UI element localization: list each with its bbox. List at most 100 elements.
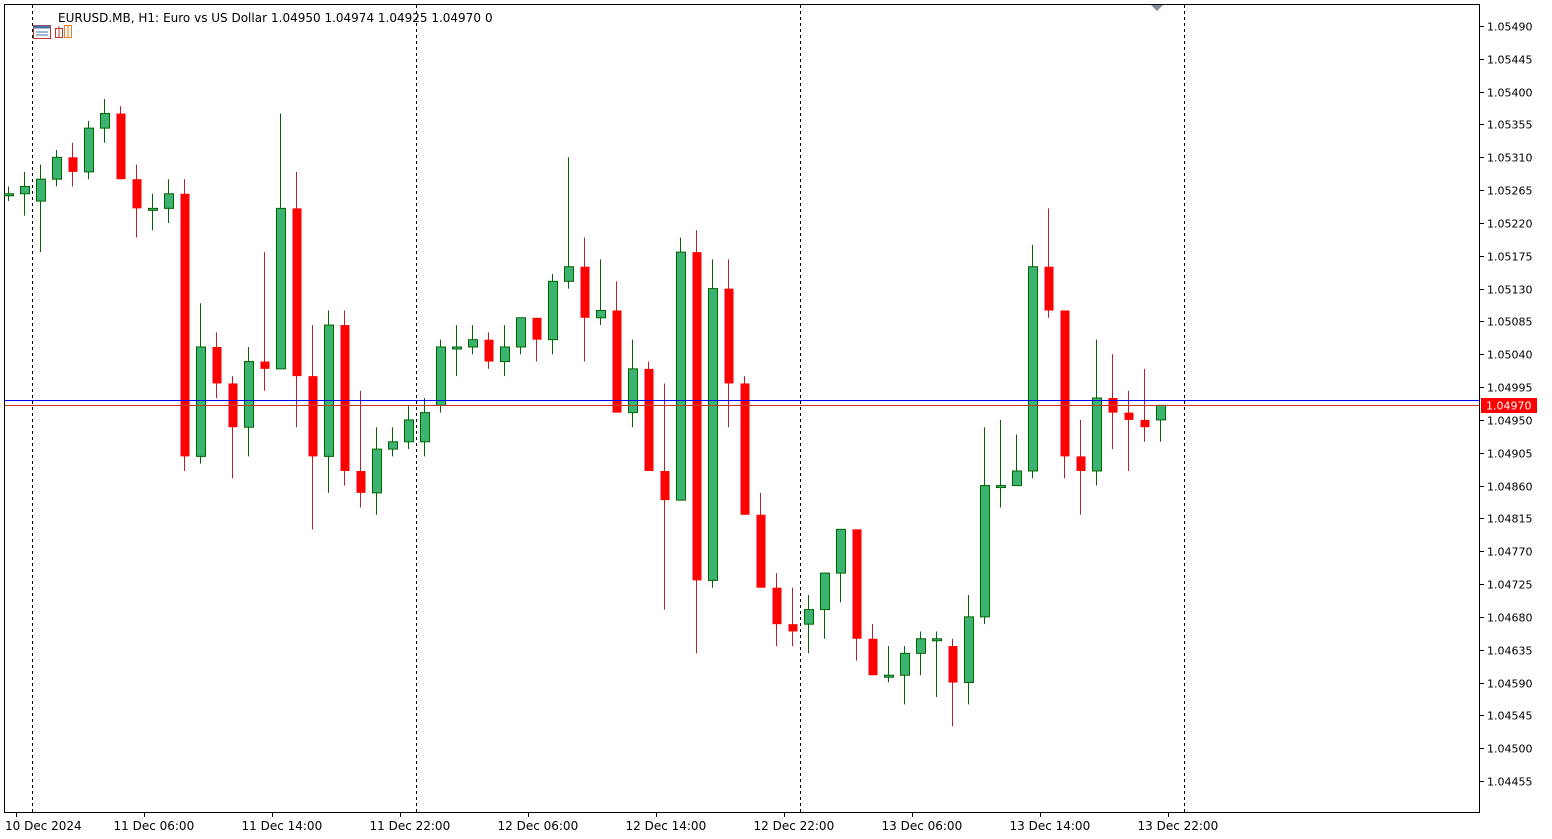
chart-shift-marker-icon[interactable]	[1151, 5, 1163, 11]
candle-body-bull	[516, 317, 526, 348]
candle-body-bear	[1124, 412, 1134, 420]
price-tick-label: 1.04680	[1487, 612, 1533, 625]
price-tick-label: 1.04950	[1487, 415, 1533, 428]
candle-body-bull	[36, 178, 46, 202]
time-tick-label: 13 Dec 22:00	[1138, 819, 1219, 833]
candle	[644, 361, 654, 471]
candle	[340, 310, 350, 486]
candle-body-bull	[404, 419, 414, 443]
candle	[52, 150, 62, 187]
price-tick-label: 1.05220	[1487, 218, 1533, 231]
candle-body-bear	[1044, 266, 1054, 311]
candle-body-bull	[20, 185, 30, 195]
current-price-tag: 1.04970	[1481, 398, 1537, 413]
candle-body-bull	[452, 346, 462, 350]
candle-body-bull	[1012, 470, 1022, 487]
candle-body-bear	[212, 346, 222, 384]
price-tick-label: 1.04860	[1487, 481, 1533, 494]
candle-body-bull	[4, 193, 14, 197]
candle	[836, 528, 846, 603]
candle	[980, 427, 990, 625]
price-tick-label: 1.05085	[1487, 316, 1533, 329]
candle-body-bull	[820, 572, 830, 611]
candle	[180, 179, 190, 471]
time-tick-label: 13 Dec 06:00	[882, 819, 963, 833]
price-tick-label: 1.05310	[1487, 152, 1533, 165]
trade-ticket-icon[interactable]	[32, 11, 72, 38]
candle-body-bull	[1028, 266, 1038, 472]
price-tick-label: 1.05400	[1487, 87, 1533, 100]
candle-body-bear	[852, 529, 862, 639]
time-tick-label: 12 Dec 14:00	[626, 819, 707, 833]
candle	[660, 383, 670, 610]
price-tick-label: 1.05265	[1487, 185, 1533, 198]
candle	[756, 492, 766, 588]
price-tick-label: 1.05175	[1487, 251, 1533, 264]
candle-body-bear	[772, 587, 782, 625]
candle	[900, 646, 910, 705]
candle	[116, 106, 126, 180]
price-tick-label: 1.04500	[1487, 743, 1533, 756]
candle	[84, 120, 94, 180]
candle-body-bull	[420, 412, 430, 443]
candle-body-bull	[836, 528, 846, 574]
candle	[452, 325, 462, 377]
price-tick-label: 1.05355	[1487, 119, 1533, 132]
candle-body-bull	[84, 127, 94, 173]
time-tick-label: 13 Dec 14:00	[1010, 819, 1091, 833]
candle-body-bull	[468, 339, 478, 348]
candle-body-bull	[804, 609, 814, 625]
candle	[1092, 339, 1102, 486]
time-tick-label: 11 Dec 06:00	[114, 819, 195, 833]
candle	[68, 142, 78, 187]
candle	[20, 171, 30, 216]
candle	[820, 572, 830, 639]
candle	[1060, 310, 1070, 479]
candle-body-bear	[644, 368, 654, 471]
candle	[324, 310, 334, 493]
price-tick-label: 1.04725	[1487, 579, 1533, 592]
candle	[276, 113, 286, 370]
candle-body-bear	[356, 470, 366, 493]
candle-body-bull	[52, 156, 62, 180]
candle	[1012, 434, 1022, 487]
candle	[564, 157, 574, 289]
candle	[772, 573, 782, 647]
candle	[884, 646, 894, 683]
candle-body-bull	[548, 280, 558, 341]
chart-window-icon[interactable]	[10, 11, 51, 39]
candle	[196, 303, 206, 464]
candle	[420, 398, 430, 457]
candle	[548, 274, 558, 355]
price-tick-label: 1.05130	[1487, 284, 1533, 297]
candle	[484, 332, 494, 369]
time-axis[interactable]: 10 Dec 2024 11 Dec 06:00 11 Dec 14:00 11 De…	[5, 812, 1218, 833]
candle-body-bull	[436, 346, 446, 406]
candle	[404, 405, 414, 450]
candle-body-bull	[932, 638, 942, 642]
candle	[868, 624, 878, 676]
candle-body-bear	[788, 624, 798, 632]
candle-body-bull	[148, 207, 158, 211]
candle-body-bear	[308, 376, 318, 457]
candle-body-bear	[260, 361, 270, 369]
price-tick-label: 1.04455	[1487, 776, 1533, 789]
candle-body-bear	[484, 339, 494, 362]
candle-body-bull	[1092, 397, 1102, 472]
candle	[356, 390, 366, 508]
candle-body-bear	[692, 252, 702, 581]
candle-body-bear	[180, 193, 190, 457]
candle	[692, 230, 702, 654]
candle	[1044, 208, 1054, 318]
price-axis[interactable]: 1.05490 1.05445 1.05400 1.05355 1.05310 1.052…	[1479, 21, 1533, 789]
current-price-tag-label: 1.04970	[1486, 400, 1532, 413]
symbol-label: EURUSD.MB, H1:	[58, 11, 160, 25]
candle	[244, 346, 254, 457]
candle-body-bull	[916, 638, 926, 654]
time-tick-label: 10 Dec 2024	[5, 819, 82, 833]
candle-body-bull	[676, 251, 686, 501]
candle-body-bull	[564, 266, 574, 282]
header-extra-value: 0	[484, 11, 493, 25]
